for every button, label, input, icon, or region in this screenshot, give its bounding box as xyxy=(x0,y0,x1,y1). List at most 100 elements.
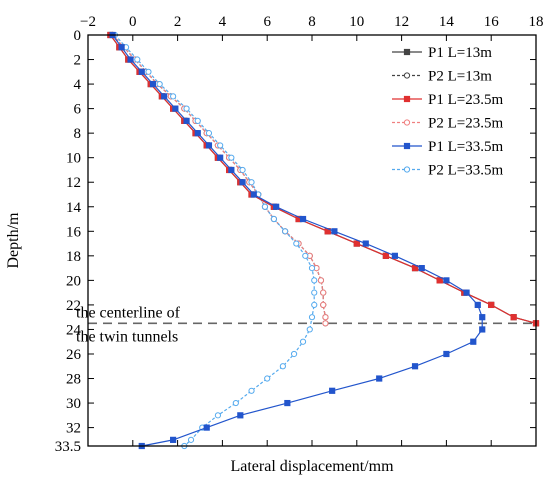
data-point xyxy=(382,252,390,259)
data-point xyxy=(293,240,300,247)
x-tick-label: 0 xyxy=(129,14,137,30)
data-point xyxy=(248,179,255,186)
data-point xyxy=(391,252,398,259)
y-axis-title: Depth/m xyxy=(5,212,22,269)
legend-label: P1 L=33.5m xyxy=(428,139,503,155)
x-tick-label: 2 xyxy=(174,14,182,30)
x-tick-label: 18 xyxy=(529,14,544,30)
legend-label: P2 L=23.5m xyxy=(428,116,503,132)
series-line xyxy=(114,34,315,447)
data-point xyxy=(479,314,486,321)
data-point xyxy=(479,326,486,333)
data-point xyxy=(320,301,327,309)
data-point xyxy=(329,387,336,394)
data-point xyxy=(320,289,327,296)
y-tick-label: 10 xyxy=(66,151,81,167)
x-tick-label: 8 xyxy=(308,14,316,30)
x-tick-label: 14 xyxy=(439,14,455,30)
legend-label: P1 L=23.5m xyxy=(428,92,503,108)
data-point xyxy=(145,68,152,75)
legend-item: P1 L=23.5m xyxy=(392,92,503,108)
legend-item: P2 L=23.5m xyxy=(392,116,503,132)
data-point xyxy=(311,301,318,309)
data-point xyxy=(237,412,244,419)
y-tick-label: 22 xyxy=(66,298,81,314)
data-point xyxy=(311,277,318,284)
y-tick-label: 20 xyxy=(66,273,81,289)
legend-label: P2 L=33.5m xyxy=(428,163,503,179)
series-line xyxy=(112,34,326,324)
data-point xyxy=(510,314,517,321)
data-point xyxy=(443,277,450,284)
series-line xyxy=(112,34,326,324)
data-point xyxy=(299,338,307,345)
legend-swatch-marker xyxy=(403,119,411,126)
data-point xyxy=(282,228,289,235)
centerline-label: the centerline of xyxy=(76,304,181,321)
data-point xyxy=(261,203,269,210)
data-point xyxy=(183,105,190,112)
data-point xyxy=(308,314,316,321)
x-tick-label: 6 xyxy=(263,14,271,30)
data-point xyxy=(306,326,313,333)
x-tick-label: 4 xyxy=(219,14,227,30)
y-tick-label: 30 xyxy=(66,396,81,412)
data-point xyxy=(248,387,255,394)
y-tick-label: 8 xyxy=(74,126,82,142)
series-4 xyxy=(109,31,486,450)
data-point xyxy=(172,105,179,112)
data-point xyxy=(436,277,443,284)
data-point xyxy=(217,154,224,161)
data-point xyxy=(183,117,190,124)
data-point xyxy=(214,412,222,419)
legend-swatch-marker xyxy=(403,95,411,103)
data-point xyxy=(443,350,450,358)
data-point xyxy=(463,289,470,296)
series-5 xyxy=(111,31,318,450)
data-point xyxy=(474,301,481,309)
y-tick-label: 26 xyxy=(66,347,82,363)
data-point xyxy=(127,56,134,63)
x-tick-label: 16 xyxy=(484,14,500,30)
data-point xyxy=(376,375,383,382)
data-point xyxy=(308,265,316,272)
y-tick-label: 6 xyxy=(74,102,82,118)
data-point xyxy=(118,44,125,51)
data-point xyxy=(331,228,338,235)
data-point xyxy=(205,142,213,149)
data-point xyxy=(322,320,329,327)
data-point xyxy=(302,252,309,259)
data-point xyxy=(194,117,201,124)
legend-label: P2 L=13m xyxy=(428,69,492,85)
data-point xyxy=(170,93,177,100)
y-tick-label: 32 xyxy=(66,421,81,437)
y-tick-label: 12 xyxy=(66,175,81,191)
data-point xyxy=(134,56,141,63)
y-tick-label: 2 xyxy=(74,53,82,69)
legend-swatch-marker xyxy=(403,142,411,150)
legend-item: P1 L=33.5m xyxy=(392,139,503,155)
data-point xyxy=(264,375,271,382)
y-tick-label: 24 xyxy=(66,322,82,338)
series-layer xyxy=(107,31,540,450)
data-point xyxy=(156,80,163,88)
x-axis-ticks: −2 0 2 4 6 8 10 12 14 16 18 xyxy=(80,14,544,446)
data-point xyxy=(290,350,298,358)
data-point xyxy=(232,399,239,407)
data-point xyxy=(170,436,177,443)
data-point xyxy=(228,166,235,174)
data-point xyxy=(239,179,246,186)
x-axis-title: Lateral displacement/mm xyxy=(230,458,394,475)
data-point xyxy=(470,338,477,345)
series-3 xyxy=(109,31,329,327)
y-tick-label: 18 xyxy=(66,249,81,265)
y-tick-label: 14 xyxy=(66,200,82,216)
legend-swatch-marker xyxy=(403,166,411,173)
data-point xyxy=(205,130,213,137)
data-point xyxy=(250,191,257,198)
legend: P1 L=13m P2 L=13m P1 L=23.5m P2 L=23.5m P1 L… xyxy=(392,45,503,179)
data-point xyxy=(161,93,168,100)
x-tick-label: −2 xyxy=(80,14,96,30)
